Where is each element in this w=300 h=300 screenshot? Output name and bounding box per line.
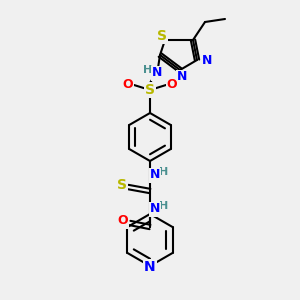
Text: H: H [159,167,169,177]
Text: N: N [144,260,156,274]
Text: S: S [157,29,167,43]
Text: N: N [150,169,160,182]
Text: O: O [118,214,128,227]
Text: S: S [117,178,127,192]
Text: H: H [143,65,153,75]
Text: O: O [123,79,133,92]
Text: N: N [177,70,187,83]
Text: S: S [145,83,155,97]
Text: N: N [202,53,212,67]
Text: H: H [159,201,169,211]
Text: O: O [167,79,177,92]
Text: N: N [150,202,160,215]
Text: N: N [152,67,162,80]
